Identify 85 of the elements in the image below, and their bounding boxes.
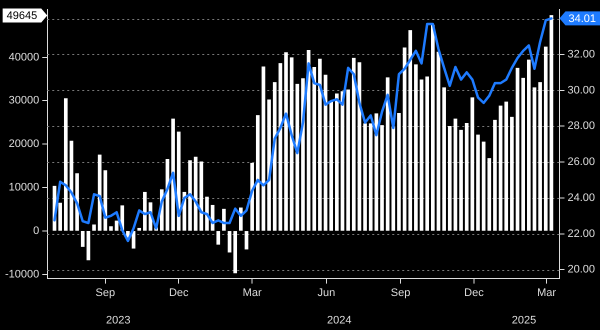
bar bbox=[516, 68, 520, 231]
bar bbox=[448, 126, 452, 231]
bar bbox=[425, 76, 430, 231]
bar bbox=[284, 52, 288, 231]
bar bbox=[70, 140, 74, 231]
y2-tick-label: 28.00 bbox=[567, 120, 596, 132]
y-tick-label: -10000 bbox=[4, 268, 40, 280]
bar bbox=[244, 231, 248, 250]
bar bbox=[408, 30, 412, 231]
x-tick-label: Dec bbox=[464, 287, 484, 300]
bar bbox=[431, 24, 435, 231]
bar bbox=[504, 102, 508, 231]
bar bbox=[521, 78, 526, 231]
y-tick-label: 10000 bbox=[8, 182, 40, 194]
bar bbox=[397, 112, 401, 231]
x-tick-label: Sep bbox=[96, 287, 116, 300]
bar bbox=[199, 162, 204, 231]
bar bbox=[544, 46, 548, 231]
bar bbox=[510, 116, 514, 231]
bar bbox=[312, 66, 316, 231]
bar bbox=[538, 82, 542, 231]
y-tick-label: 30000 bbox=[8, 94, 40, 107]
y2-tick-label: 26.00 bbox=[567, 156, 596, 168]
y2-tick-label: 24.00 bbox=[567, 192, 596, 204]
bar bbox=[318, 58, 322, 231]
bar bbox=[454, 118, 458, 231]
bar bbox=[498, 106, 502, 231]
bar bbox=[329, 102, 334, 231]
bar bbox=[459, 130, 463, 231]
x2-tick-label: 2025 bbox=[512, 314, 536, 326]
x2-tick-label: 2023 bbox=[106, 314, 130, 326]
bar bbox=[64, 98, 68, 231]
bar bbox=[58, 202, 62, 231]
bar bbox=[487, 158, 492, 231]
bar bbox=[493, 120, 497, 231]
bar bbox=[109, 226, 113, 231]
bar bbox=[476, 134, 480, 231]
y-tick-label: 0 bbox=[33, 224, 40, 237]
bar bbox=[420, 80, 424, 231]
x-tick-label: Sep bbox=[390, 287, 410, 300]
bar bbox=[114, 220, 118, 231]
y-tick-label: 49645 bbox=[6, 10, 38, 22]
bar bbox=[470, 97, 474, 231]
x-tick-label: Jun bbox=[317, 287, 336, 300]
bar bbox=[442, 87, 446, 231]
y-tick-label: 20000 bbox=[8, 138, 40, 150]
bar bbox=[278, 63, 282, 231]
bar bbox=[262, 66, 266, 231]
bar bbox=[464, 122, 469, 231]
bar bbox=[532, 87, 536, 231]
bar bbox=[335, 93, 339, 231]
x-tick-label: Mar bbox=[537, 287, 556, 300]
y-tick-label: 40000 bbox=[8, 51, 40, 64]
bar bbox=[482, 142, 486, 231]
bar bbox=[92, 224, 96, 231]
bar bbox=[166, 158, 170, 231]
bar bbox=[352, 58, 356, 231]
bar bbox=[188, 160, 192, 231]
bar bbox=[80, 231, 85, 247]
bar bbox=[436, 52, 440, 231]
bar bbox=[368, 123, 373, 231]
bar bbox=[86, 231, 90, 260]
bar bbox=[233, 231, 238, 274]
y2-tick-label: 32.00 bbox=[567, 48, 596, 60]
x-tick-label: Mar bbox=[242, 287, 262, 300]
bar bbox=[290, 57, 294, 231]
y2-tick-label: 20.00 bbox=[567, 264, 596, 276]
y2-tick-label: 34.01 bbox=[568, 12, 596, 25]
bar bbox=[526, 60, 531, 231]
bar bbox=[391, 126, 396, 231]
bar bbox=[550, 15, 554, 231]
bar bbox=[402, 47, 406, 231]
bar bbox=[228, 231, 232, 252]
bar bbox=[324, 74, 328, 231]
bar bbox=[414, 64, 418, 231]
x-tick-label: Dec bbox=[168, 287, 190, 300]
y2-tick-label: 22.00 bbox=[567, 228, 596, 240]
y2-tick-label: 30.00 bbox=[567, 84, 596, 96]
bar bbox=[346, 90, 350, 231]
bar bbox=[256, 115, 260, 231]
bar bbox=[380, 125, 384, 231]
bar bbox=[340, 91, 344, 231]
bar bbox=[132, 231, 136, 249]
x2-tick-label: 2024 bbox=[327, 314, 352, 326]
bar bbox=[216, 231, 220, 245]
